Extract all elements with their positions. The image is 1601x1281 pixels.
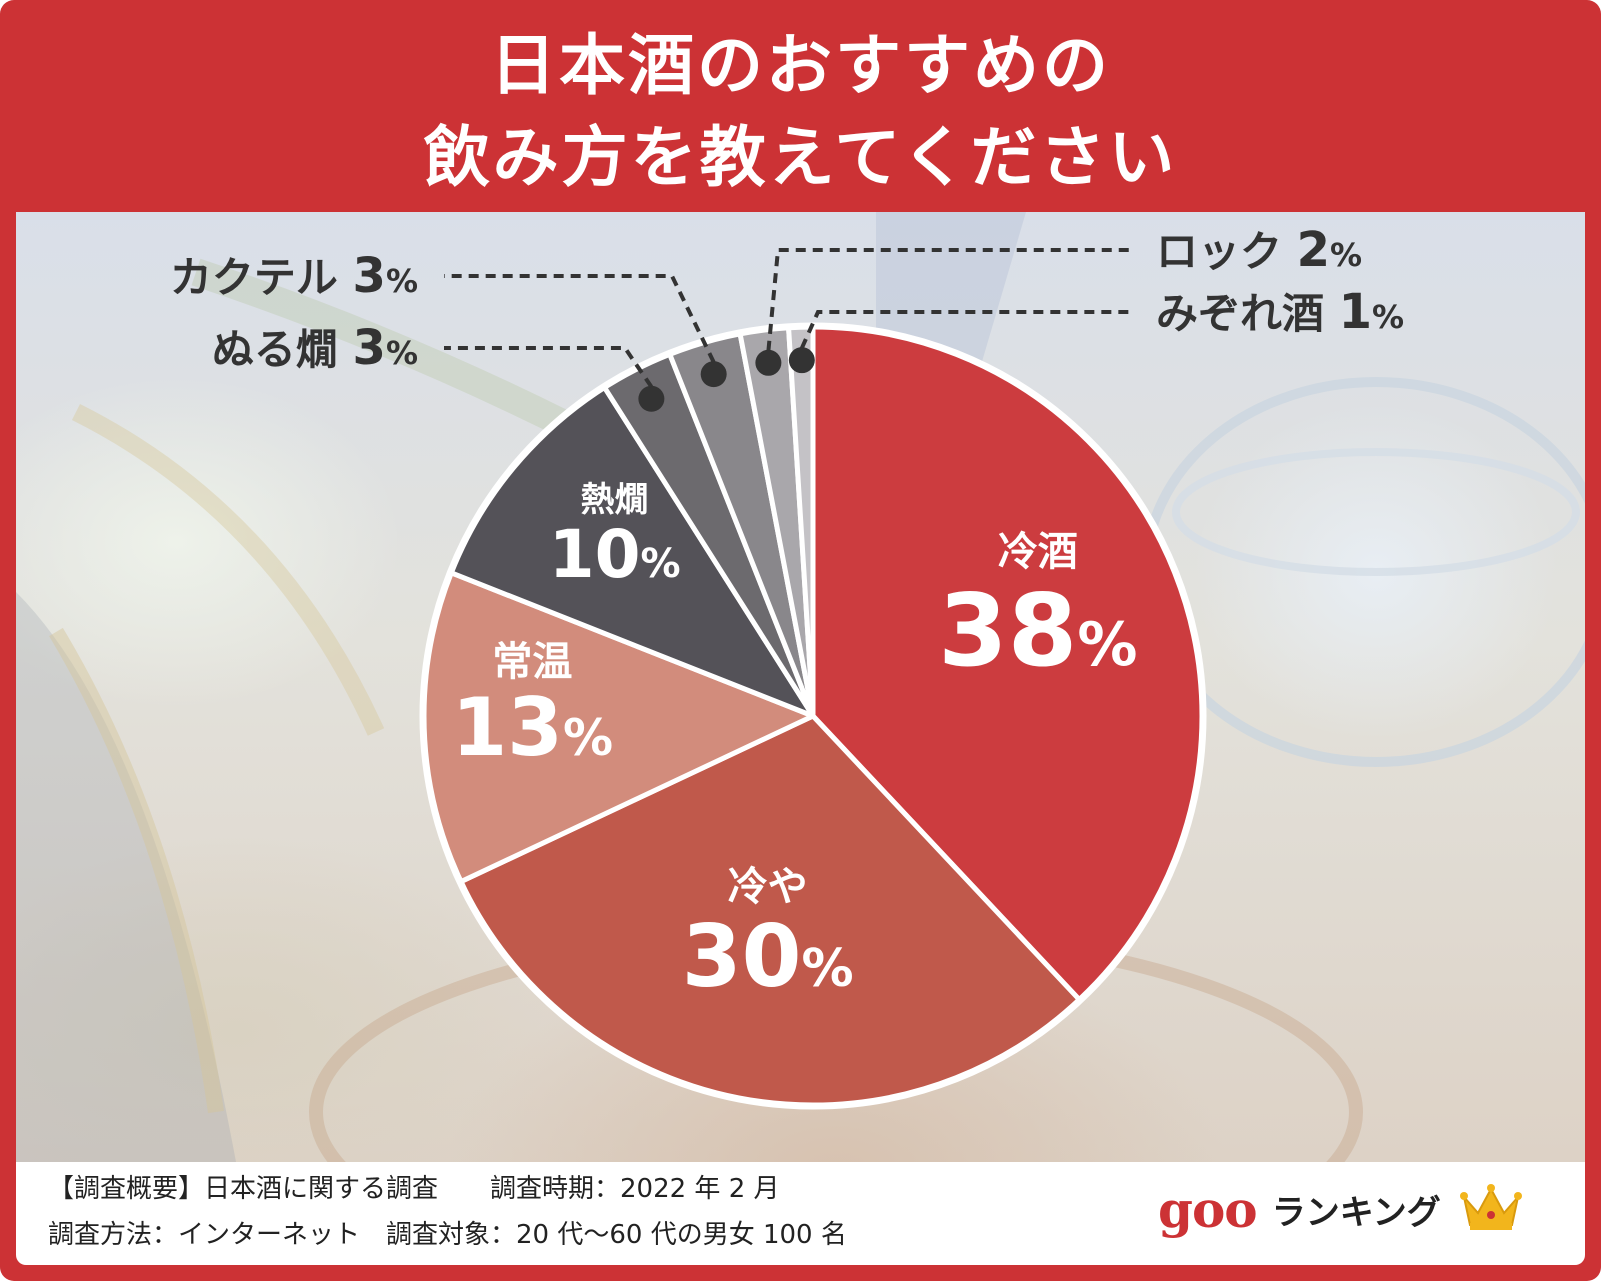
brand-goo: goo [1158,1180,1258,1239]
slice-label-name-2: 常温 [492,639,572,685]
outer-label-4: ぬる燗 3% [212,320,418,376]
slice-label-name-3: 熱燗 [581,480,649,520]
leader-line-5 [444,274,716,363]
leader-dot-5 [700,361,727,388]
title-line-1: 日本酒のおすすめの [490,27,1111,104]
slice-label-value-3: 10% [549,516,681,593]
survey-note-2: 調査方法：インターネット 調査対象：20 代〜60 代の男女 100 名 [48,1220,847,1250]
outer-label-7: みぞれ酒 1% [1156,284,1404,340]
leader-dot-7 [788,347,815,374]
slice-label-value-2: 13% [452,681,613,774]
goo-ranking-logo: goo ランキング [1158,1180,1522,1240]
outer-label-5: カクテル 3% [170,248,418,304]
crown-icon [1459,1183,1522,1237]
brand-ranking: ランキング [1271,1193,1441,1233]
leader-dot-6 [755,349,782,376]
survey-footer: 【調査概要】日本酒に関する調査 調査時期：2022 年 2 月 調査方法：インタ… [16,1162,1585,1265]
slice-label-name-0: 冷酒 [998,529,1078,575]
slice-label-name-1: 冷や [728,864,808,910]
leader-dot-4 [638,385,665,412]
slice-label-value-1: 30% [682,907,854,1007]
outer-label-6: ロック 2% [1156,222,1362,278]
slice-label-value-0: 38% [938,572,1137,689]
leader-line-7 [799,310,1132,350]
page-title: 日本酒のおすすめの 飲み方を教えてください [0,20,1601,204]
survey-note-1: 【調査概要】日本酒に関する調査 調査時期：2022 年 2 月 [48,1174,780,1204]
title-line-2: 飲み方を教えてください [423,119,1178,196]
